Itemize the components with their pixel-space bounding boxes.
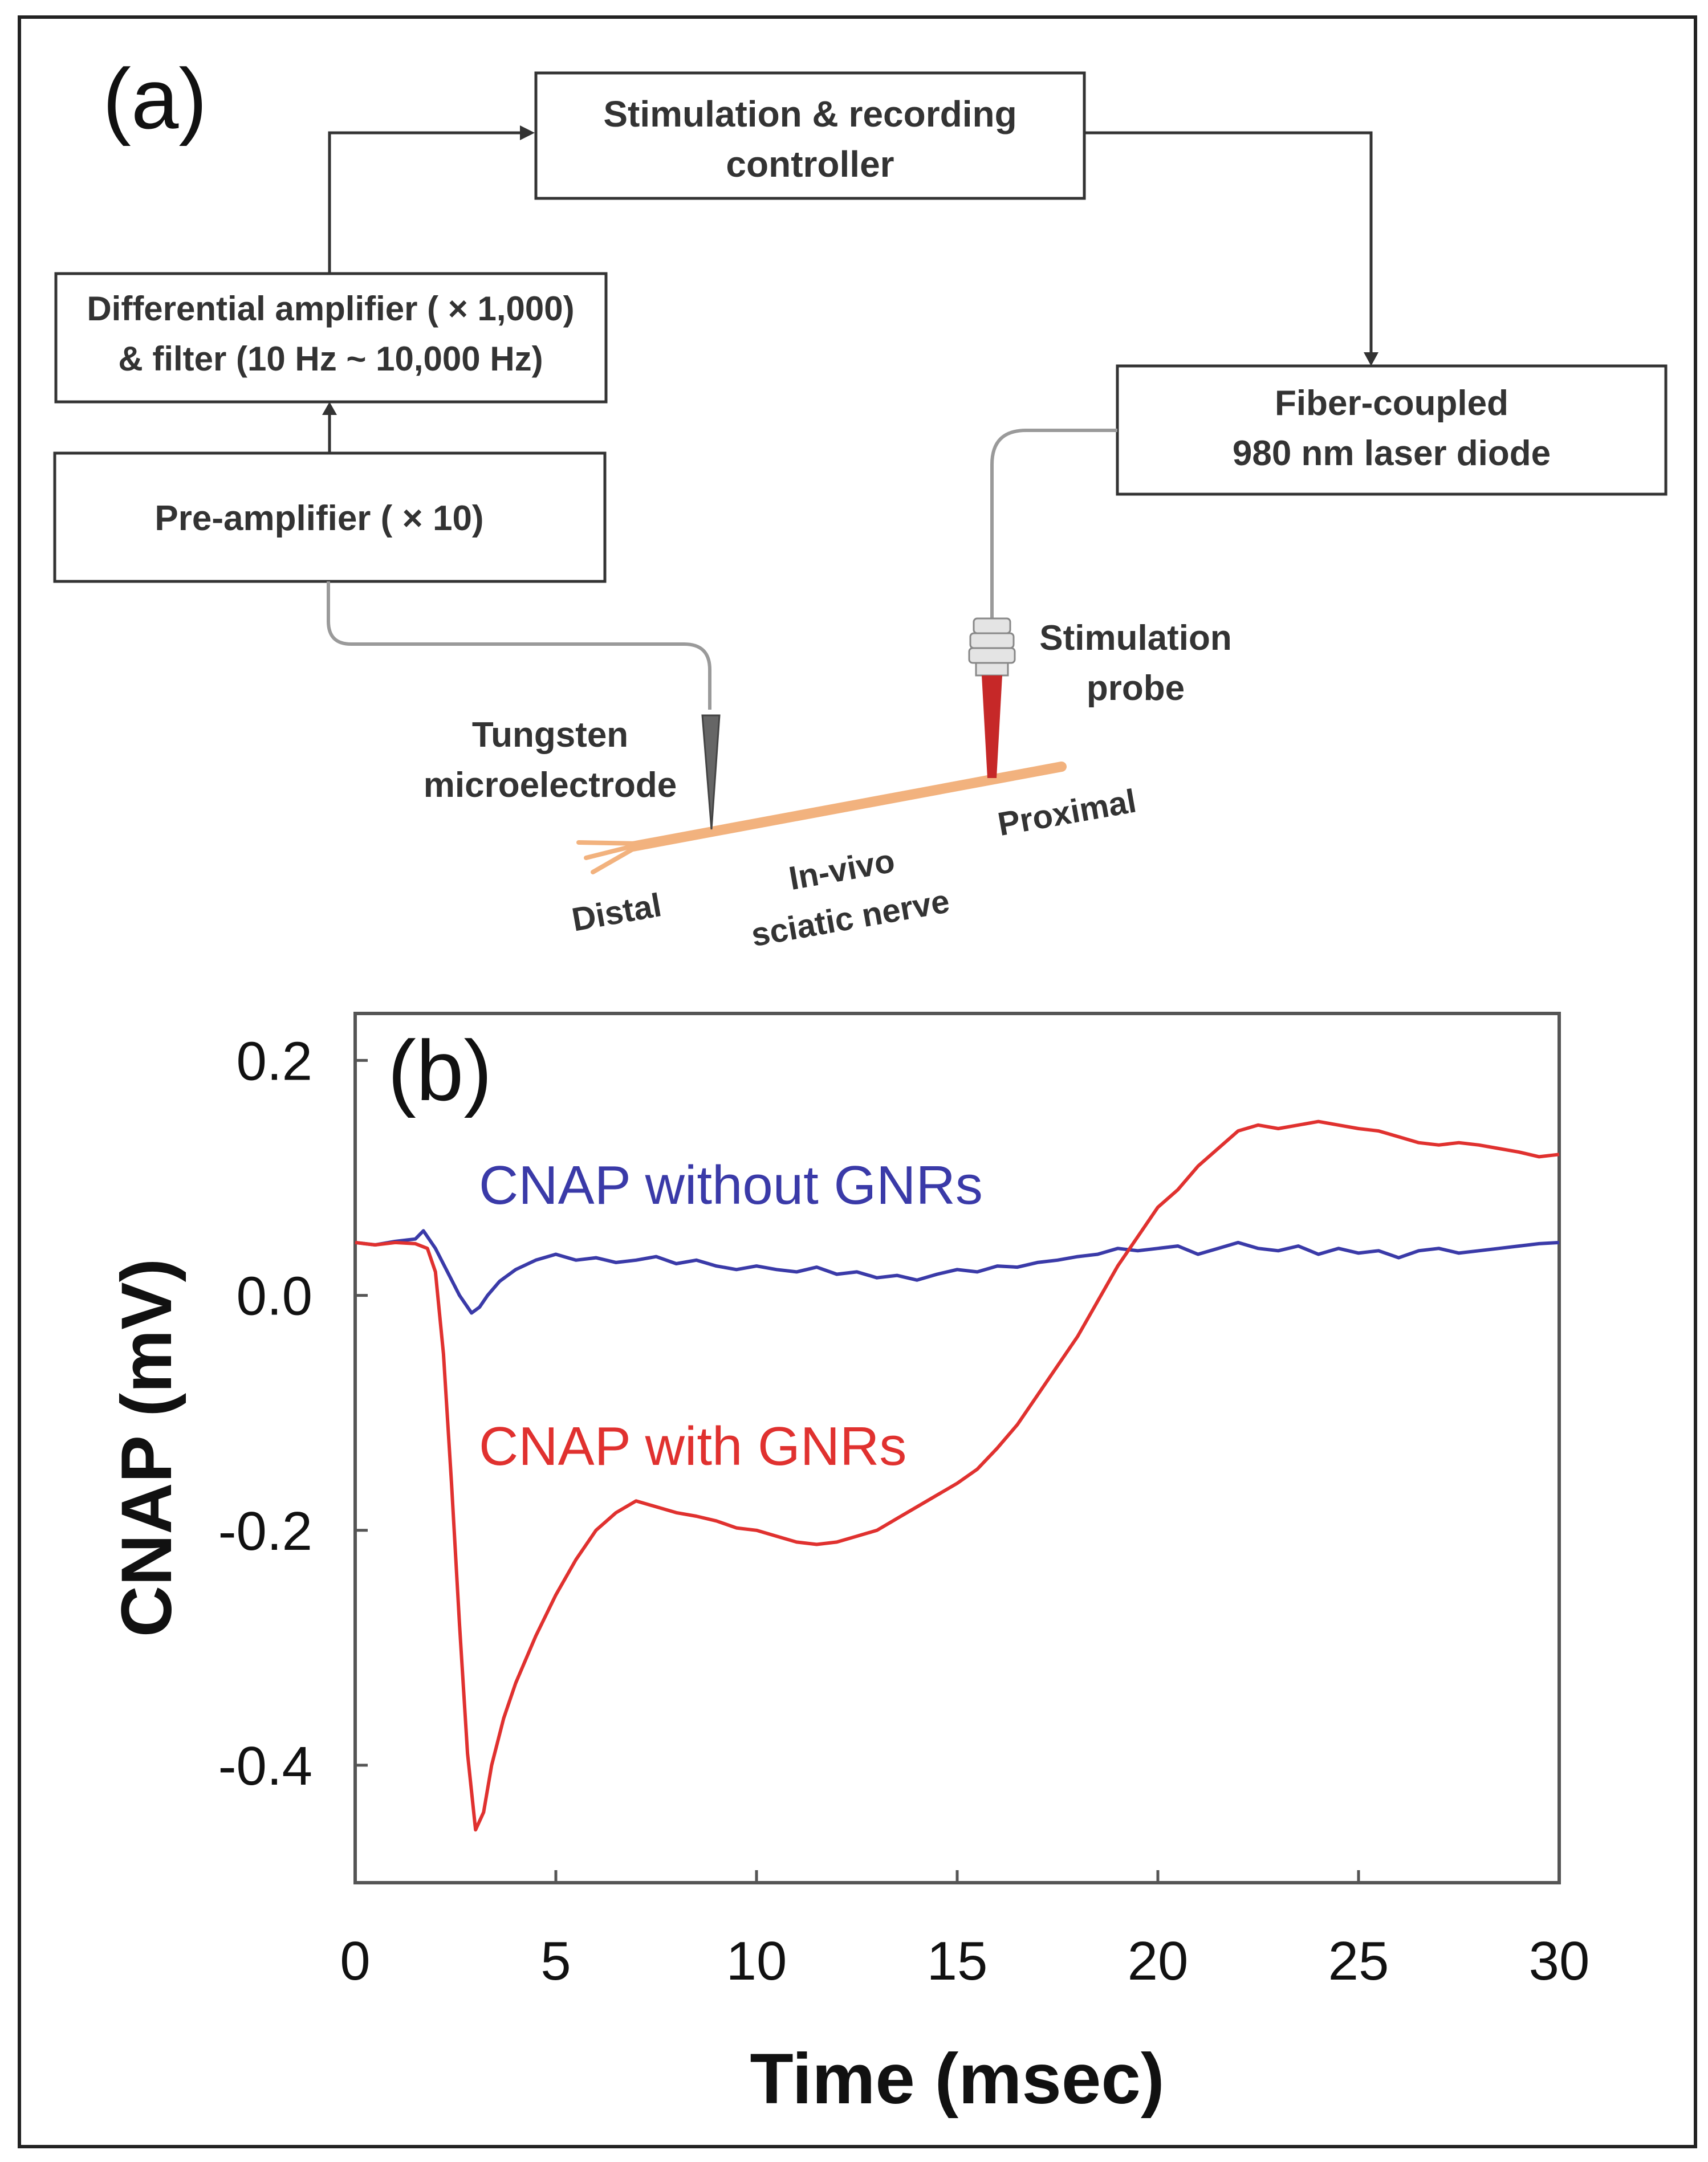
nerve-branch-2 <box>584 842 641 860</box>
stimulation-probe-icon <box>968 617 1016 778</box>
electrode-cable <box>327 581 711 710</box>
controller-box-line1: Stimulation & recording <box>603 93 1016 135</box>
x-axis-label: Time (msec) <box>750 2039 1164 2119</box>
probe-label-line2: probe <box>1087 669 1185 708</box>
proximal-label: Proximal <box>995 783 1139 844</box>
controller-box-line2: controller <box>726 144 894 185</box>
microelectrode-icon <box>701 714 721 830</box>
figure-border <box>18 15 1697 2148</box>
laser-box: Fiber-coupled 980 nm laser diode <box>1116 364 1668 496</box>
amplifier-box-line1: Differential amplifier ( × 1,000) <box>87 290 574 328</box>
x-tick-label: 20 <box>1128 1931 1189 1992</box>
series-layer <box>355 1119 1560 1832</box>
controller-box: Stimulation & recording controller <box>534 71 1086 200</box>
annotation-with-gnrs: CNAP with GNRs <box>479 1416 906 1477</box>
arrow-amp-to-controller <box>328 131 523 274</box>
series-line-with-gnrs <box>355 1119 1560 1832</box>
y-tick-label: 0.0 <box>237 1266 312 1327</box>
series-line-without-gnrs <box>355 1229 1560 1315</box>
nerve-branch-3 <box>591 844 641 874</box>
probe-label-line1: Stimulation <box>1039 618 1232 658</box>
panel-b-label: (b) <box>388 1023 492 1118</box>
electrode-label-line2: microelectrode <box>424 766 677 805</box>
nerve-branch-1 <box>576 840 641 846</box>
y-tick-label: -0.4 <box>218 1736 312 1797</box>
x-tick-label: 0 <box>340 1931 370 1992</box>
x-tick-label: 15 <box>927 1931 988 1992</box>
connection-lines <box>328 131 1373 453</box>
laser-box-line2: 980 nm laser diode <box>1233 434 1551 473</box>
preamp-box-label: Pre-amplifier ( × 10) <box>154 499 483 538</box>
nerve-trunk <box>628 762 1067 852</box>
x-tick-label: 30 <box>1529 1931 1590 1992</box>
arrowheads <box>322 125 1378 415</box>
electrode-label-line1: Tungsten <box>472 715 628 755</box>
distal-label: Distal <box>569 886 664 938</box>
amplifier-box-line2: & filter (10 Hz ~ 10,000 Hz) <box>118 340 543 378</box>
x-tick-label: 5 <box>540 1931 571 1992</box>
preamp-box: Pre-amplifier ( × 10) <box>53 451 607 583</box>
y-tick-label: 0.2 <box>237 1031 312 1092</box>
cables <box>327 429 1117 710</box>
amplifier-box: Differential amplifier ( × 1,000) & filt… <box>54 272 608 404</box>
annotation-without-gnrs: CNAP without GNRs <box>479 1155 983 1216</box>
laser-box-line1: Fiber-coupled <box>1275 384 1508 423</box>
x-tick-label: 10 <box>726 1931 787 1992</box>
x-axis-ticks: 0 5 10 15 20 25 30 <box>340 1870 1589 1992</box>
cnap-chart: (b) 0 5 10 15 20 25 30 0.2 0.0 -0.2 -0.4 CNAP wit… <box>107 1012 1589 2119</box>
arrowhead-amp <box>322 402 337 415</box>
y-axis-ticks: 0.2 0.0 -0.2 -0.4 <box>218 1031 368 1797</box>
nerve-label-line1: In-vivo <box>786 842 897 897</box>
panel-a-label: (a) <box>103 51 207 146</box>
y-tick-label: -0.2 <box>218 1501 312 1562</box>
fiber-cable <box>990 429 1117 618</box>
arrowhead-controller <box>520 125 535 140</box>
arrowhead-laser <box>1364 352 1378 366</box>
arrow-controller-to-laser <box>1084 131 1373 355</box>
x-tick-label: 25 <box>1328 1931 1389 1992</box>
panel-a: (a) Stimulation & recording controller D… <box>53 51 1668 954</box>
nerve-label-line2: sciatic nerve <box>749 882 952 954</box>
sciatic-nerve <box>576 762 1067 874</box>
y-axis-label: CNAP (mV) <box>107 1259 186 1637</box>
